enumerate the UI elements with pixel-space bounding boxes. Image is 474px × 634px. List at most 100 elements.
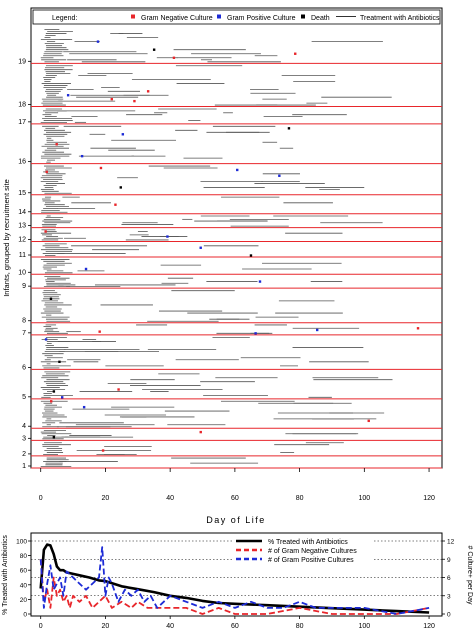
bottom-left-tick-label-0: 0: [23, 612, 27, 619]
gram-negative-point: [199, 246, 202, 249]
legend: Legend: Gram Negative Culture Gram Posit…: [32, 9, 441, 25]
legend-label-death: Death: [311, 15, 330, 22]
bottom-series: [39, 543, 430, 615]
site-label-9: 9: [22, 283, 26, 290]
gram-positive-point: [110, 97, 113, 101]
gram-negative-point: [80, 154, 84, 158]
gram-negative-point: [315, 328, 319, 332]
gram-positive-point: [45, 170, 48, 174]
legend-marker-gram-negative: [131, 14, 135, 19]
gram-positive-point: [101, 449, 105, 452]
bottom-x-ticks: 0 20 40 60 80 100 120: [39, 616, 435, 630]
legend-marker-gram-positive: [217, 14, 221, 19]
gram-positive-point: [121, 133, 125, 136]
gram-negative-point: [166, 235, 169, 238]
bottom-legend-label-gram-positive: # of Gram Positive Cultures: [268, 557, 354, 564]
bottom-left-axis-label: % Treated with Antibiotics: [2, 535, 9, 615]
bottom-right-tick-label-0: 0: [447, 612, 451, 619]
gram-negative-point: [50, 400, 53, 403]
gram-positive-series-line: [39, 546, 430, 615]
gram-negative-point: [82, 405, 86, 409]
bottom-left-tick-label-20: 20: [20, 597, 28, 604]
site-label-18: 18: [18, 102, 26, 109]
site-label-3: 3: [22, 435, 26, 442]
gram-negative-point: [84, 267, 88, 271]
bottom-legend-label-treated: % Treated with Antibiotics: [268, 539, 348, 546]
legend-box: [32, 9, 441, 25]
bottom-legend-label-gram-negative: # of Gram Negative Cultures: [268, 548, 357, 555]
bottom-right-axis-label: # Culture+ per Day: [466, 546, 473, 605]
top-x-tick-label-100: 100: [358, 495, 370, 502]
bottom-right-tick-label-12: 12: [447, 539, 455, 546]
bottom-x-tick-label-100: 100: [358, 623, 370, 630]
site-label-1: 1: [22, 463, 26, 470]
gram-positive-point: [236, 168, 239, 172]
bottom-legend: % Treated with Antibiotics # of Gram Neg…: [232, 535, 374, 564]
gram-positive-point: [199, 430, 202, 434]
bottom-left-tick-label-60: 60: [20, 568, 28, 575]
bottom-x-tick-label-80: 80: [296, 623, 304, 630]
gram-negative-point: [117, 388, 120, 391]
site-label-13: 13: [18, 223, 26, 230]
death-point: [249, 254, 253, 257]
bottom-x-tick-label-120: 120: [423, 623, 435, 630]
site-label-10: 10: [18, 269, 26, 276]
site-label-7: 7: [22, 330, 26, 337]
bottom-chart: 0 20 40 60 80 100 0 3 6 9 12 0 20 40 60 80 100 120 % Tr…: [2, 532, 473, 630]
top-x-tick-label-0: 0: [39, 495, 43, 502]
bottom-left-tick-label-100: 100: [16, 539, 27, 546]
bottom-right-tick-label-6: 6: [447, 575, 451, 582]
site-label-6: 6: [22, 364, 26, 371]
site-label-4: 4: [22, 423, 26, 430]
culture-points: [44, 40, 420, 452]
treated-series-line: [39, 543, 430, 614]
site-label-2: 2: [22, 451, 26, 458]
gram-positive-point: [66, 94, 70, 97]
site-label-8: 8: [22, 318, 26, 325]
site-separators: [31, 62, 442, 469]
gram-positive-point: [96, 40, 100, 43]
top-y-axis-label: Infants, grouped by recruitment site: [2, 179, 11, 297]
gram-positive-point: [258, 280, 262, 283]
gram-negative-point: [44, 338, 48, 341]
bottom-right-ticks: 0 3 6 9 12: [442, 539, 455, 619]
bottom-x-tick-label-20: 20: [102, 623, 110, 630]
bottom-right-tick-label-9: 9: [447, 557, 451, 564]
site-label-19: 19: [18, 58, 26, 65]
death-point: [52, 435, 56, 439]
gram-negative-point: [133, 99, 136, 103]
death-point: [49, 297, 53, 301]
gram-negative-series-line: [39, 559, 430, 615]
legend-title: Legend:: [52, 15, 77, 22]
death-point: [119, 186, 122, 189]
treatment-lines: [40, 29, 393, 467]
death-point: [287, 127, 291, 130]
gram-negative-point: [172, 56, 176, 59]
top-x-ticks: 0 20 40 60 80 100 120: [39, 468, 435, 502]
death-point: [52, 390, 56, 393]
bottom-x-tick-label-40: 40: [166, 623, 174, 630]
bottom-left-tick-label-40: 40: [20, 582, 28, 589]
legend-label-gram-positive: Gram Positive Culture: [227, 15, 296, 22]
gram-positive-point: [99, 166, 103, 170]
top-x-tick-label-80: 80: [296, 495, 304, 502]
bottom-right-tick-label-3: 3: [447, 593, 451, 600]
site-label-15: 15: [18, 190, 26, 197]
top-x-tick-label-60: 60: [231, 495, 239, 502]
gram-negative-point: [254, 332, 257, 335]
legend-label-gram-negative: Gram Negative Culture: [141, 15, 213, 22]
gram-negative-point: [146, 90, 150, 93]
gram-negative-point: [55, 143, 58, 146]
legend-label-treatment: Treatment with Antibiotics: [360, 15, 440, 22]
gram-negative-point: [61, 396, 64, 399]
gram-positive-point: [44, 230, 47, 233]
legend-marker-death: [301, 14, 305, 19]
gram-negative-point: [98, 330, 101, 333]
top-x-axis-label: Day of Life: [206, 515, 266, 525]
gram-negative-point: [294, 52, 297, 55]
site-label-17: 17: [18, 119, 26, 126]
gram-positive-point: [278, 174, 281, 177]
